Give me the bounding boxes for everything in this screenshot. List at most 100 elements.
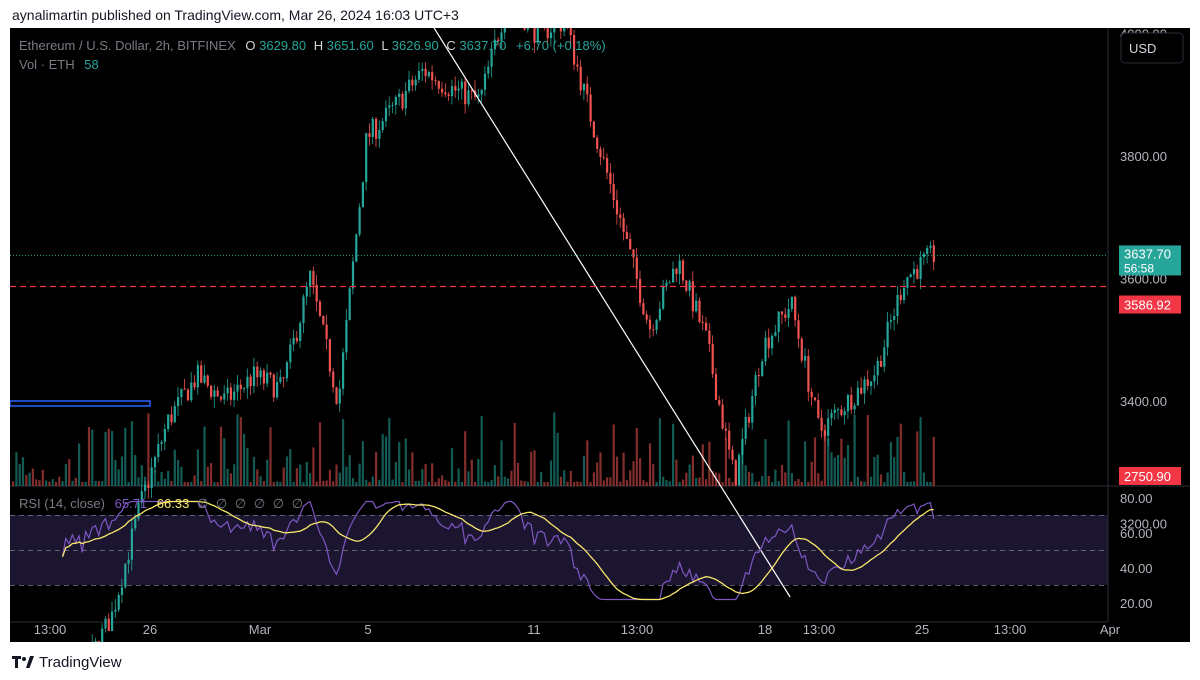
candle-body — [322, 315, 325, 325]
currency-button[interactable]: USD — [1120, 32, 1184, 64]
candle-body — [450, 86, 454, 97]
price-tick-label: 3400.00 — [1120, 394, 1167, 409]
candle-body — [705, 322, 708, 331]
candle-body — [830, 412, 833, 419]
candle-body — [856, 387, 859, 406]
trendline[interactable] — [421, 8, 791, 598]
hline-price-label: 3586.92 — [1119, 295, 1181, 314]
volume-bar — [632, 461, 635, 486]
candle-body — [351, 261, 355, 289]
price-pane[interactable] — [10, 28, 1108, 486]
volume-bar — [335, 464, 338, 486]
volume-bar — [470, 459, 473, 486]
volume-bar — [698, 477, 701, 486]
volume-bar — [747, 471, 751, 486]
volume-bar — [606, 477, 609, 486]
candle-body — [903, 287, 906, 301]
rsi-axis[interactable]: 80.00 60.00 40.00 20.00 — [1120, 491, 1153, 611]
candle-body — [111, 611, 114, 631]
volume-bar — [94, 480, 97, 486]
time-axis[interactable]: 13:00 26 Mar 5 11 13:00 18 13:00 25 13:00 Apr — [34, 622, 1121, 637]
candle-body — [236, 384, 239, 392]
volume-bar — [477, 458, 480, 486]
volume-bar — [784, 472, 787, 486]
tradingview-logo-icon — [12, 655, 34, 669]
candle-body — [394, 96, 397, 105]
candle-body — [381, 121, 384, 131]
candle-body — [391, 104, 394, 106]
volume-bar — [35, 479, 38, 486]
volume-bar — [480, 415, 483, 486]
volume-bar — [173, 449, 176, 486]
candle-body — [470, 90, 473, 92]
volume-bar — [804, 441, 807, 486]
time-tick-label: 11 — [527, 622, 541, 637]
volume-bar — [279, 481, 282, 486]
volume-bar — [695, 477, 698, 486]
candle-body — [523, 16, 526, 30]
l-value: 3626.90 — [392, 38, 439, 53]
candle-body — [460, 81, 463, 89]
volume-bar — [408, 469, 411, 486]
price-axis[interactable]: 4000.003800.003600.003400.003200.003000.… — [1120, 27, 1167, 655]
volume-bar — [213, 481, 216, 486]
rsi-line — [61, 500, 935, 601]
candle-body — [157, 443, 160, 458]
candle-body — [711, 343, 714, 375]
candle-body — [348, 288, 351, 320]
rsi-ma-line — [61, 500, 934, 601]
volume-bar — [87, 427, 91, 486]
volume-bar — [516, 462, 520, 486]
volume-bar — [559, 476, 562, 486]
ohlc-legend: Ethereum / U.S. Dollar, 2h, BITFINEX O 3… — [19, 38, 606, 72]
volume-bar — [724, 437, 727, 486]
volume-bar — [186, 481, 190, 486]
chart-frame[interactable]: 4000.003800.003600.003400.003200.003000.… — [9, 0, 1190, 680]
candle-body — [625, 231, 628, 239]
candle-body — [582, 83, 586, 91]
candle-body — [338, 388, 341, 404]
volume-bar — [685, 472, 688, 486]
volume-bar — [533, 450, 536, 486]
volume-bar — [338, 472, 341, 486]
rsi-extra-1: ∅ — [197, 496, 208, 511]
volume-bar — [556, 432, 559, 486]
time-tick-label: 13:00 — [34, 622, 67, 637]
candle-body — [837, 409, 840, 411]
volume-bar — [929, 481, 932, 486]
volume-bar — [507, 478, 510, 486]
candle-body — [559, 21, 562, 32]
footer-brand: TradingView — [39, 653, 122, 671]
candle-body — [328, 339, 331, 372]
candle-body — [153, 457, 157, 468]
volume-bar — [398, 442, 401, 486]
rsi-extra-5: ∅ — [273, 496, 284, 511]
candle-body — [675, 268, 678, 275]
volume-bar — [883, 481, 886, 486]
volume-bar — [576, 481, 579, 486]
time-tick-label: 26 — [143, 622, 157, 637]
candle-body — [899, 295, 902, 301]
volume-bar — [609, 477, 612, 486]
time-tick-label: 13:00 — [994, 622, 1027, 637]
candle-body — [167, 414, 170, 430]
volume-bar — [639, 458, 642, 486]
candle-body — [285, 362, 289, 379]
candle-body — [767, 337, 770, 349]
volume-value: 58 — [84, 57, 98, 72]
chart-canvas[interactable]: 4000.003800.003600.003400.003200.003000.… — [9, 0, 1190, 680]
volume-bar — [243, 433, 246, 486]
volume-bar — [414, 480, 417, 486]
volume-bar — [18, 463, 21, 486]
price-tick-label: 3200.00 — [1120, 517, 1167, 532]
candle-body — [388, 105, 391, 108]
volume-bar — [107, 428, 110, 486]
volume-bar — [790, 473, 793, 486]
candle-body — [173, 406, 176, 423]
range-box[interactable] — [9, 400, 151, 407]
candle-body — [183, 388, 186, 390]
volume-bar — [140, 465, 143, 486]
volume-bar — [160, 472, 163, 486]
volume-bar — [137, 477, 140, 486]
candle-body — [206, 375, 209, 386]
